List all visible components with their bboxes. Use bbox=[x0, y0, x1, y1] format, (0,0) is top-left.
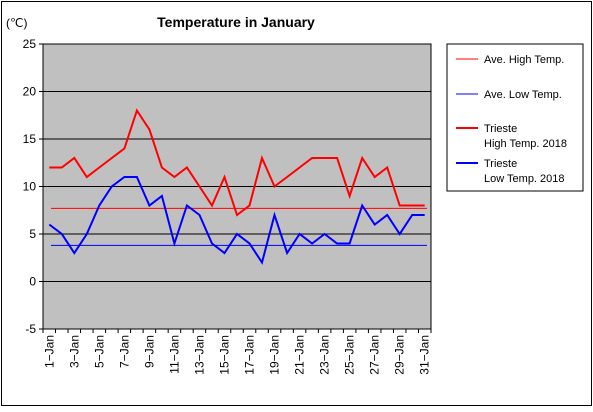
x-tick-label: 9−Jan bbox=[142, 335, 156, 368]
y-axis-unit-label: (℃) bbox=[6, 16, 27, 30]
x-tick-label: 1−Jan bbox=[42, 335, 56, 368]
chart-title: Temperature in January bbox=[157, 14, 315, 30]
y-tick-label: 20 bbox=[23, 85, 37, 99]
x-tick-label: 23−Jan bbox=[318, 335, 332, 375]
x-tick-label: 3−Jan bbox=[67, 335, 81, 368]
y-tick-label: 15 bbox=[23, 132, 37, 146]
legend-label: Trieste bbox=[484, 158, 517, 170]
series-lines bbox=[48, 108, 425, 265]
legend-label: Ave. Low Temp. bbox=[484, 89, 562, 101]
x-tick-label: 13−Jan bbox=[192, 335, 206, 375]
x-tick-label: 15−Jan bbox=[217, 335, 231, 375]
y-tick-label: 25 bbox=[23, 37, 37, 51]
legend-label: Trieste bbox=[484, 123, 517, 135]
x-axis-ticks: 1−Jan 3−Jan 5−Jan 7−Jan 9−Jan 11−Jan 13−Jan 15−… bbox=[42, 329, 432, 375]
x-tick-label: 21−Jan bbox=[293, 335, 307, 375]
x-tick-label: 25−Jan bbox=[343, 335, 357, 375]
series-line bbox=[49, 108, 425, 217]
legend-box bbox=[446, 43, 584, 192]
legend: Ave. High Temp. Ave. Low Temp. Trieste High… bbox=[456, 54, 567, 185]
x-tick-label: 27−Jan bbox=[368, 335, 382, 375]
y-tick-label: -5 bbox=[25, 322, 36, 336]
series-line bbox=[48, 176, 425, 265]
x-tick-label: 7−Jan bbox=[117, 335, 131, 368]
x-tick-label: 29−Jan bbox=[393, 335, 407, 375]
x-tick-label: 11−Jan bbox=[167, 335, 181, 374]
x-tick-label: 31−Jan bbox=[418, 335, 432, 375]
y-tick-label: 10 bbox=[23, 180, 37, 194]
x-tick-label: 19−Jan bbox=[268, 335, 282, 375]
x-tick-label: 5−Jan bbox=[92, 335, 106, 368]
y-tick-label: 5 bbox=[29, 227, 36, 241]
legend-label: Ave. High Temp. bbox=[484, 54, 564, 66]
legend-label: High Temp. 2018 bbox=[484, 138, 567, 150]
legend-label: Low Temp. 2018 bbox=[484, 173, 565, 185]
y-axis-ticks: -5 0 5 10 15 20 25 bbox=[23, 37, 43, 336]
y-tick-label: 0 bbox=[29, 275, 36, 289]
x-tick-label: 17−Jan bbox=[243, 335, 257, 375]
